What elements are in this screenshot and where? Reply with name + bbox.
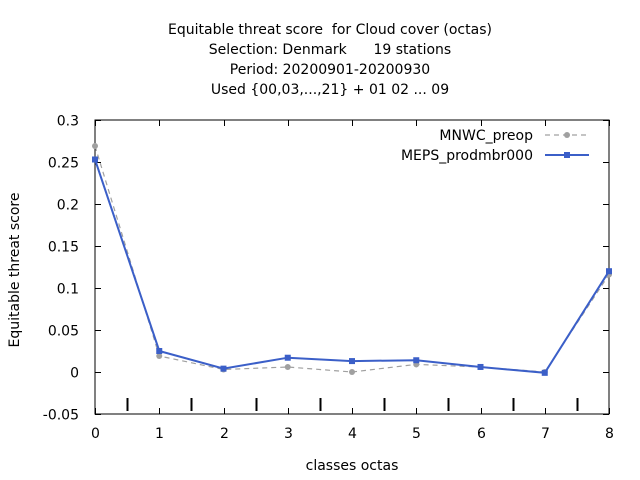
data-point-MEPS_prodmbr000 xyxy=(156,348,163,354)
x-tick-label: 7 xyxy=(541,426,550,442)
x-tick-label: 0 xyxy=(91,426,100,442)
legend-label-MNWC_preop: MNWC_preop xyxy=(439,128,533,144)
series-line-MNWC_preop xyxy=(94,145,610,373)
data-point-MNWC_preop xyxy=(284,363,291,370)
x-tick-label: 3 xyxy=(284,426,293,442)
title-line-3: Period: 20200901-20200930 xyxy=(229,62,431,78)
x-tick-label: 6 xyxy=(477,426,486,442)
series-line-MEPS_prodmbr000 xyxy=(94,159,610,374)
y-tick-label: -0.05 xyxy=(43,408,79,424)
data-point-MEPS_prodmbr000 xyxy=(606,268,612,275)
data-point-MEPS_prodmbr000 xyxy=(284,354,291,361)
y-tick-label: 0.1 xyxy=(57,282,79,298)
title-line-4: Used {00,03,...,21} + 01 02 ... 09 xyxy=(210,82,450,98)
data-point-MEPS_prodmbr000 xyxy=(92,156,98,163)
data-point-MNWC_preop xyxy=(156,353,163,360)
x-tick-label: 1 xyxy=(155,426,164,442)
legend-marker-MEPS_prodmbr000 xyxy=(564,152,570,158)
y-tick-label: 0.25 xyxy=(48,156,79,172)
y-axis-label: Equitable threat score xyxy=(7,193,23,348)
x-tick-label: 2 xyxy=(220,426,229,442)
x-tick-label: 5 xyxy=(412,426,421,442)
y-tick-label: 0.15 xyxy=(48,240,79,256)
title-line-2: Selection: Denmark 19 stations xyxy=(208,42,452,58)
data-point-MEPS_prodmbr000 xyxy=(477,363,484,370)
x-tick-label: 4 xyxy=(348,426,357,442)
legend-marker-MNWC_preop xyxy=(564,132,570,138)
y-tick-label: 0.2 xyxy=(57,198,79,214)
data-point-MEPS_prodmbr000 xyxy=(541,369,548,376)
data-point-MEPS_prodmbr000 xyxy=(220,365,227,372)
y-tick-label: 0.05 xyxy=(48,324,79,340)
legend-label-MEPS_prodmbr000: MEPS_prodmbr000 xyxy=(401,148,533,164)
y-tick-label: 0 xyxy=(70,366,79,382)
data-point-MNWC_preop xyxy=(92,143,98,150)
data-point-MEPS_prodmbr000 xyxy=(413,357,420,364)
data-point-MEPS_prodmbr000 xyxy=(349,358,355,365)
y-tick-label: 0.3 xyxy=(57,114,79,130)
x-axis-label: classes octas xyxy=(306,458,399,474)
x-tick-label: 8 xyxy=(605,426,614,442)
data-point-MNWC_preop xyxy=(349,369,355,375)
title-line-1: Equitable threat score for Cloud cover (… xyxy=(168,22,492,38)
